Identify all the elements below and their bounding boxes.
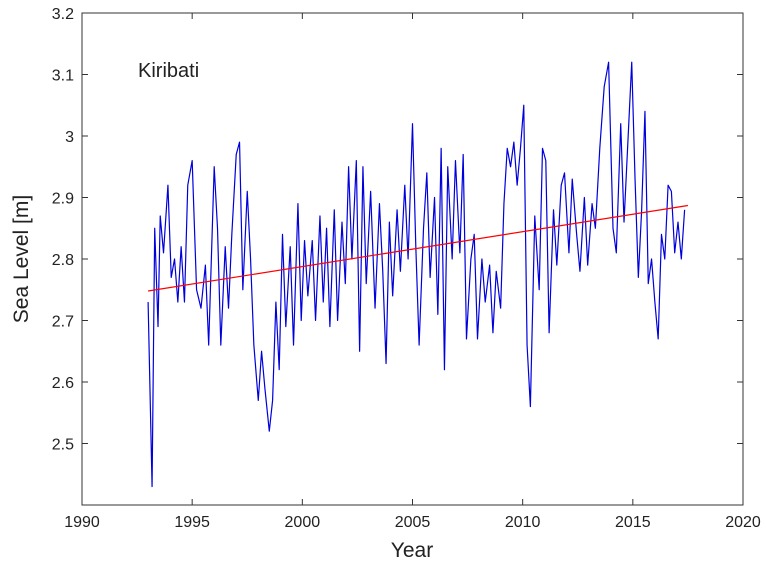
y-tick-label: 3.2 bbox=[52, 6, 74, 23]
annotation: Kiribati bbox=[138, 60, 199, 82]
y-axis-label: Sea Level [m] bbox=[10, 195, 33, 323]
x-tick-label: 1995 bbox=[174, 514, 210, 531]
y-tick-label: 2.8 bbox=[52, 252, 74, 269]
x-axis-label: Year bbox=[391, 539, 433, 562]
plot-frame bbox=[81, 12, 744, 506]
y-tick-label: 2.7 bbox=[52, 314, 74, 331]
y-tick-label: 3.1 bbox=[52, 68, 74, 85]
x-tick-label: 2005 bbox=[395, 514, 431, 531]
x-tick-label: 1990 bbox=[64, 514, 100, 531]
y-tick-label: 2.6 bbox=[52, 375, 74, 392]
series-line bbox=[147, 61, 686, 488]
y-tick-label: 2.9 bbox=[52, 191, 74, 208]
y-tick-label: 2.5 bbox=[52, 437, 74, 454]
y-tick-label: 3 bbox=[65, 129, 74, 146]
x-tick-label: 2000 bbox=[285, 514, 321, 531]
x-tick-label: 2015 bbox=[615, 514, 651, 531]
x-tick-label: 2010 bbox=[505, 514, 541, 531]
series-line bbox=[148, 204, 689, 292]
x-tick-label: 2020 bbox=[725, 514, 761, 531]
